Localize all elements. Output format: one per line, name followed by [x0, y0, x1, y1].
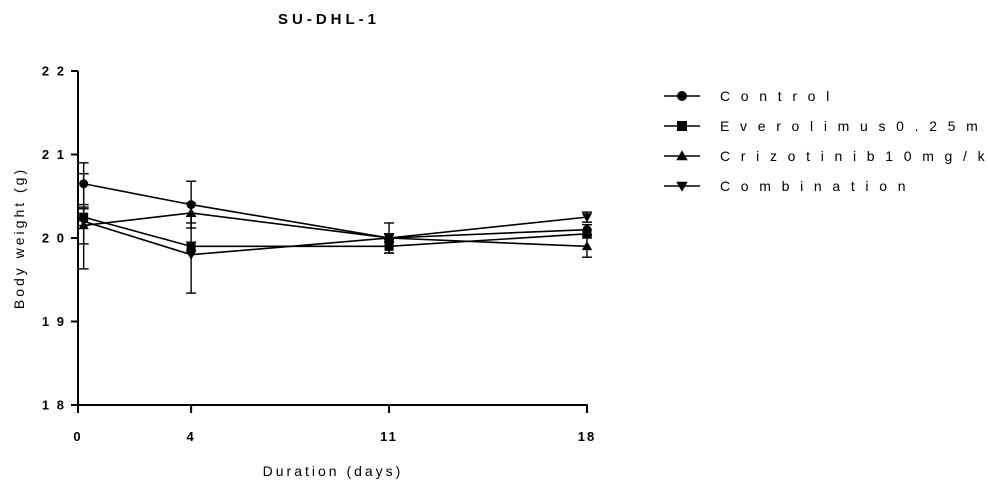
data-point — [581, 213, 593, 223]
x-tick-label: 4 — [186, 429, 195, 444]
y-axis-label: Body weight (g) — [11, 167, 27, 309]
data-point — [383, 234, 395, 244]
chart-title: SU-DHL-1 — [278, 11, 380, 28]
series-line — [83, 212, 588, 248]
y-tick-label: 2 0 — [42, 231, 66, 246]
legend-marker — [677, 91, 687, 101]
legend-label: C r i z o t i n i b 1 0 m g / k g — [720, 148, 988, 164]
y-tick-label: 2 2 — [42, 64, 66, 79]
series-line — [83, 216, 588, 256]
legend-item: C o n t r o l — [664, 88, 833, 104]
legend: C o n t r o l E v e r o l i m u s 0 . 2 5… — [664, 88, 988, 194]
legend-marker — [676, 181, 688, 192]
legend-label: E v e r o l i m u s 0 . 2 5 m g / k g — [720, 118, 988, 134]
data-point — [185, 250, 197, 260]
x-axis-label: Duration (days) — [263, 463, 404, 479]
data-point — [185, 207, 197, 217]
legend-item: C o m b i n a t i o n — [664, 178, 909, 194]
legend-item: E v e r o l i m u s 0 . 2 5 m g / k g — [664, 118, 988, 134]
data-point — [384, 241, 394, 251]
legend-label: C o n t r o l — [720, 88, 833, 104]
series-triangle-down — [78, 173, 593, 294]
series-line — [83, 182, 588, 239]
y-tick-label: 1 9 — [42, 314, 66, 329]
legend-marker — [677, 121, 687, 131]
y-tick-label: 1 8 — [42, 398, 66, 413]
y-tick-label: 2 1 — [42, 147, 66, 162]
axes: 1 8 1 9 2 0 2 1 2 2 0 4 11 18 — [42, 64, 596, 445]
series-layer — [78, 162, 593, 294]
legend-label: C o m b i n a t i o n — [720, 178, 909, 194]
x-tick-label: 11 — [380, 429, 398, 444]
x-tick-label: 0 — [73, 429, 82, 444]
series-circle — [78, 162, 592, 254]
series-triangle-up — [78, 202, 593, 258]
legend-marker — [676, 150, 688, 161]
data-point — [78, 217, 89, 227]
legend-item: C r i z o t i n i b 1 0 m g / k g — [664, 148, 988, 164]
x-tick-label: 18 — [578, 429, 596, 444]
data-point — [581, 241, 593, 251]
